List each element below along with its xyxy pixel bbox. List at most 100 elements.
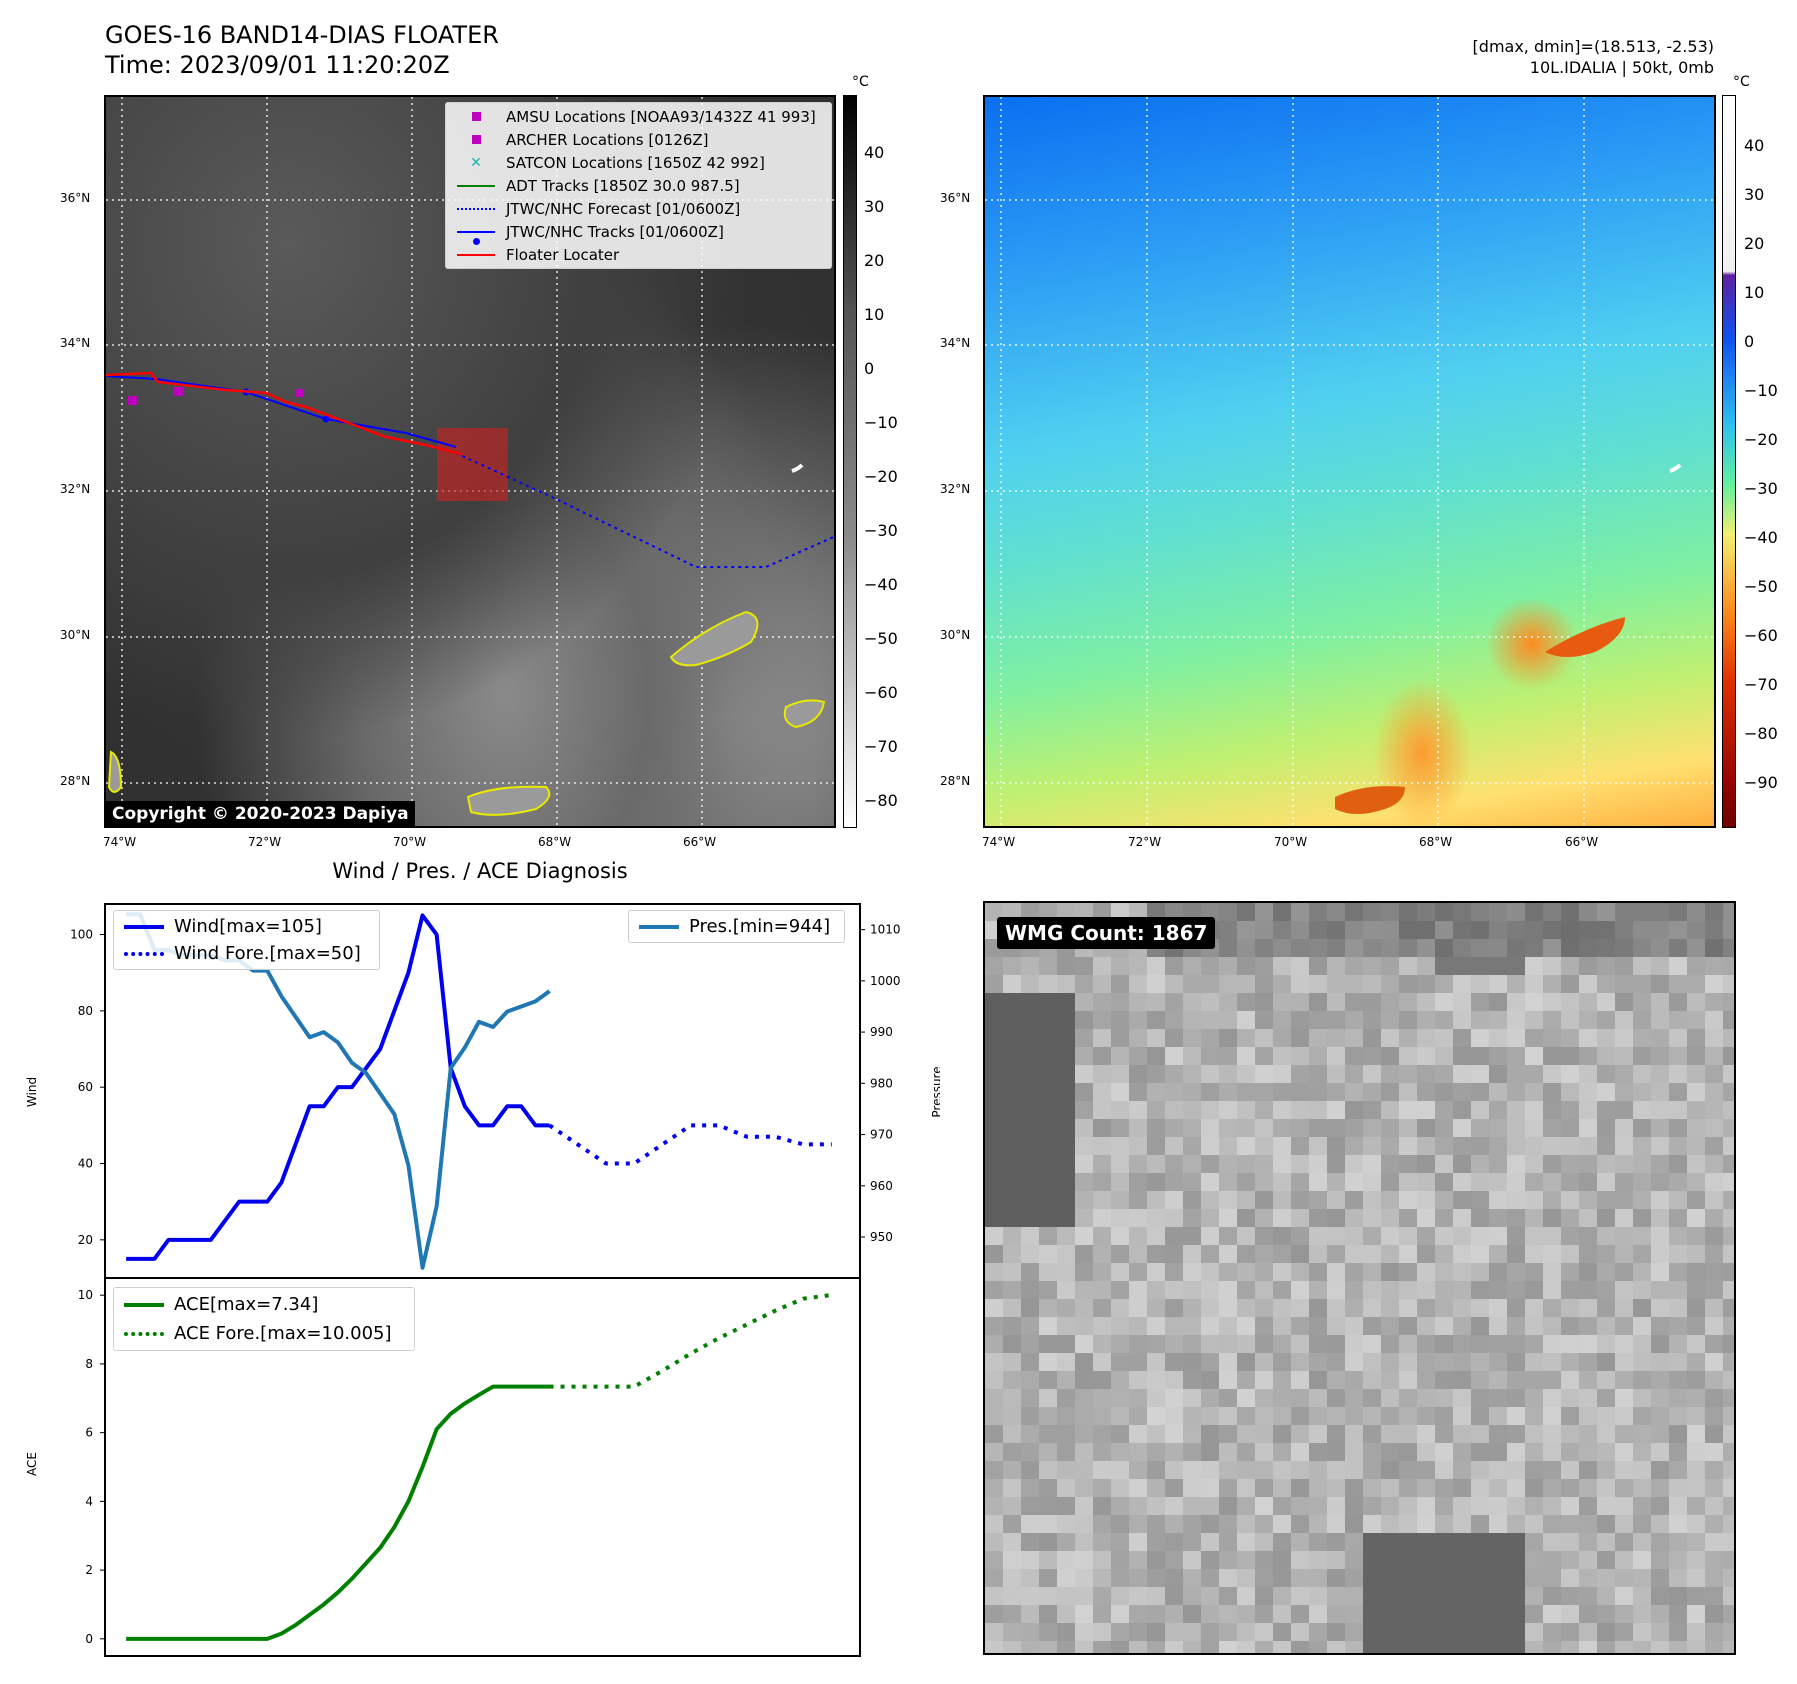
wmg-pixel	[1345, 1065, 1363, 1083]
wmg-pixel	[1219, 1155, 1237, 1173]
wmg-pixel	[1219, 1425, 1237, 1443]
wmg-pixel	[1615, 1137, 1633, 1155]
wmg-pixel	[1345, 1479, 1363, 1497]
wmg-pixel	[1309, 1281, 1327, 1299]
wmg-pixel	[1183, 1119, 1201, 1137]
wmg-pixel	[1273, 1155, 1291, 1173]
wmg-pixel	[1111, 903, 1129, 921]
wmg-pixel	[1327, 1137, 1345, 1155]
wmg-pixel	[1039, 1101, 1057, 1119]
wmg-pixel	[1219, 1407, 1237, 1425]
wmg-pixel	[1291, 993, 1309, 1011]
wmg-pixel	[1669, 1569, 1687, 1587]
wmg-pixel	[1057, 993, 1075, 1011]
wmg-pixel	[1057, 1119, 1075, 1137]
wmg-pixel	[1453, 1623, 1471, 1641]
wmg-pixel	[1111, 1245, 1129, 1263]
wmg-pixel	[1111, 1137, 1129, 1155]
wmg-pixel	[1165, 1101, 1183, 1119]
wmg-pixel	[1309, 1371, 1327, 1389]
wmg-pixel	[1525, 1515, 1543, 1533]
wmg-pixel	[1399, 1605, 1417, 1623]
wmg-pixel	[1147, 1641, 1165, 1653]
wmg-pixel	[1183, 1389, 1201, 1407]
wmg-pixel	[1201, 1245, 1219, 1263]
wmg-pixel	[1039, 1119, 1057, 1137]
wmg-pixel	[1363, 1371, 1381, 1389]
wmg-pixel	[1597, 1011, 1615, 1029]
wmg-pixel	[1309, 1623, 1327, 1641]
color-tick: −80	[1744, 724, 1778, 743]
pressure-tick-label: 960	[870, 1179, 893, 1193]
wmg-pixel	[1003, 1317, 1021, 1335]
wmg-pixel	[1183, 1533, 1201, 1551]
cold-cloud-patch	[1335, 786, 1405, 814]
wmg-pixel	[1255, 1191, 1273, 1209]
wmg-pixel	[1453, 975, 1471, 993]
wmg-pixel	[1669, 1209, 1687, 1227]
wmg-pixel	[1381, 1227, 1399, 1245]
wmg-pixel	[1489, 1101, 1507, 1119]
legend-line-icon	[457, 184, 495, 187]
wmg-pixel	[1453, 1173, 1471, 1191]
wmg-pixel	[1543, 1443, 1561, 1461]
wmg-pixel	[1327, 1227, 1345, 1245]
wmg-pixel	[1237, 1515, 1255, 1533]
wmg-pixel	[1561, 1335, 1579, 1353]
wmg-pixel	[1633, 1587, 1651, 1605]
wmg-pixel	[1399, 1227, 1417, 1245]
wmg-pixel	[1561, 1119, 1579, 1137]
wmg-pixel	[1669, 1479, 1687, 1497]
wmg-pixel	[985, 975, 1003, 993]
wmg-pixel	[1075, 957, 1093, 975]
wmg-pixel	[1021, 1209, 1039, 1227]
wmg-pixel	[1705, 1425, 1723, 1443]
wmg-pixel	[1003, 1155, 1021, 1173]
wmg-pixel	[1705, 1173, 1723, 1191]
wmg-pixel	[1687, 1191, 1705, 1209]
wmg-pixel	[1561, 1371, 1579, 1389]
wmg-pixel	[1183, 1029, 1201, 1047]
wmg-pixel	[1417, 1479, 1435, 1497]
wmg-pixel	[1651, 1497, 1669, 1515]
wmg-pixel	[1687, 921, 1705, 939]
wmg-pixel	[1255, 1119, 1273, 1137]
wmg-pixel	[1201, 1479, 1219, 1497]
color-tick: −90	[1744, 773, 1778, 792]
wmg-pixel	[1525, 1641, 1543, 1653]
wmg-pixel	[1453, 1587, 1471, 1605]
wmg-pixel	[1021, 1515, 1039, 1533]
wmg-pixel	[1543, 1353, 1561, 1371]
pressure-legend: Pres.[min=944]	[628, 910, 845, 943]
wmg-pixel	[1273, 1515, 1291, 1533]
wmg-pixel	[1075, 1371, 1093, 1389]
wmg-pixel	[1183, 1083, 1201, 1101]
wmg-pixel	[1021, 1461, 1039, 1479]
wmg-pixel	[1543, 1281, 1561, 1299]
wmg-pixel	[1039, 1461, 1057, 1479]
wmg-pixel	[1327, 1065, 1345, 1083]
legend-dot-icon	[473, 237, 480, 245]
wmg-pixel	[1363, 1335, 1381, 1353]
wmg-pixel	[1201, 1119, 1219, 1137]
ace-forecast-line	[549, 1293, 833, 1389]
wmg-pixel	[1579, 1011, 1597, 1029]
wmg-pixel	[1165, 1047, 1183, 1065]
wmg-pixel	[1381, 1011, 1399, 1029]
wmg-pixel	[1237, 1227, 1255, 1245]
wmg-pixel	[1723, 1587, 1734, 1605]
wmg-pixel	[1057, 1011, 1075, 1029]
wmg-pixel	[1111, 975, 1129, 993]
wmg-pixel	[1003, 1479, 1021, 1497]
wmg-pixel	[1525, 1407, 1543, 1425]
legend-line-icon	[457, 230, 495, 233]
wmg-pixel	[1201, 1209, 1219, 1227]
wmg-pixel	[1381, 1353, 1399, 1371]
wmg-pixel	[1579, 1083, 1597, 1101]
wmg-pixel	[1543, 1155, 1561, 1173]
wmg-pixel	[1489, 1443, 1507, 1461]
wmg-pixel	[1309, 1551, 1327, 1569]
wmg-pixel	[1723, 1083, 1734, 1101]
wmg-pixel	[1705, 1245, 1723, 1263]
wmg-pixel	[1201, 1227, 1219, 1245]
